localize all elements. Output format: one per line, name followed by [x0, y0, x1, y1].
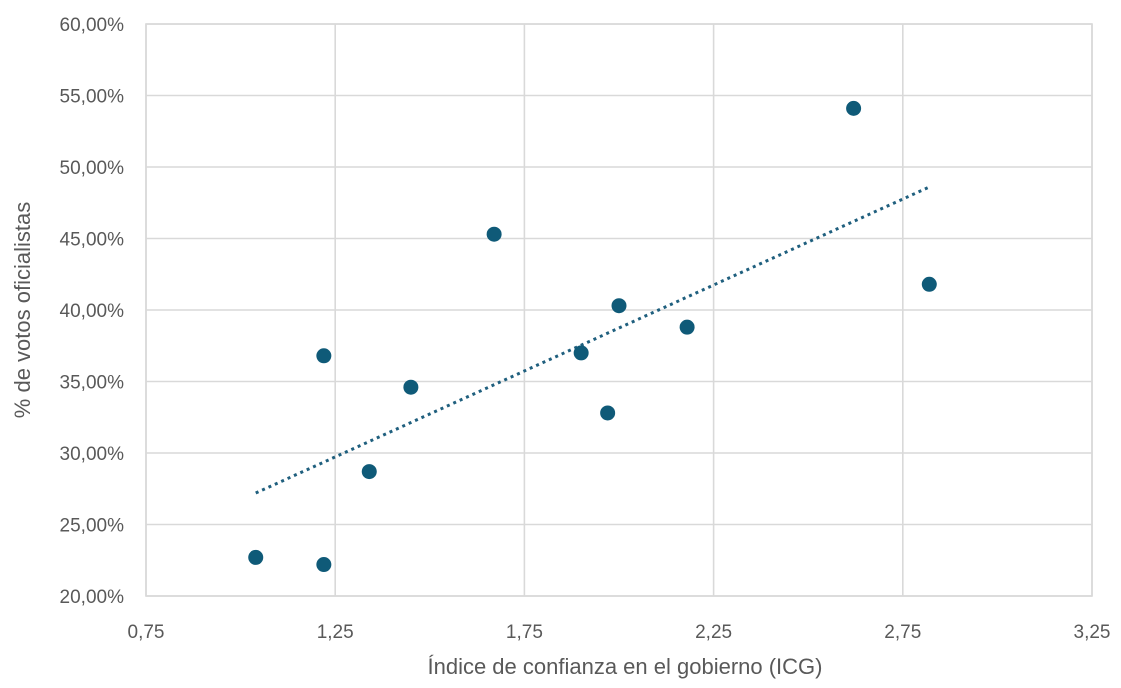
plot-area-border [145, 23, 1093, 597]
x-axis-ticks: 0,75 1,25 1,75 2,25 2,75 3,25 [128, 622, 1111, 643]
y-axis-ticks: 20,00% 25,00% 30,00% 35,00% 40,00% 45,00% 50,0… [60, 15, 125, 608]
data-point [921, 276, 937, 292]
x-tick-label: 3,25 [1074, 622, 1111, 643]
data-point [611, 298, 627, 314]
data-point [361, 464, 377, 480]
y-tick-label: 35,00% [60, 373, 125, 394]
x-tick-label: 1,75 [506, 622, 543, 643]
data-point [486, 226, 502, 242]
trendline [255, 185, 930, 495]
data-point [679, 319, 695, 335]
y-tick-label: 50,00% [60, 158, 125, 179]
x-tick-label: 0,75 [128, 622, 165, 643]
y-axis-title: % de votos oficialistas [10, 202, 35, 418]
data-point [846, 100, 862, 116]
y-tick-label: 55,00% [60, 87, 125, 108]
x-tick-label: 2,25 [695, 622, 732, 643]
y-tick-label: 25,00% [60, 516, 125, 537]
x-axis-title: Índice de confianza en el gobierno (ICG) [427, 654, 822, 679]
data-point [403, 379, 419, 395]
y-tick-label: 40,00% [60, 301, 125, 322]
data-point [316, 557, 332, 573]
data-points [248, 100, 937, 573]
data-point [573, 345, 589, 361]
data-point [316, 348, 332, 364]
x-tick-label: 2,75 [884, 622, 921, 643]
y-tick-label: 30,00% [60, 444, 125, 465]
y-tick-label: 45,00% [60, 230, 125, 251]
y-tick-label: 20,00% [60, 587, 125, 608]
y-tick-label: 60,00% [60, 15, 125, 36]
x-tick-label: 1,25 [317, 622, 354, 643]
data-point [600, 405, 616, 421]
data-point [248, 549, 264, 565]
